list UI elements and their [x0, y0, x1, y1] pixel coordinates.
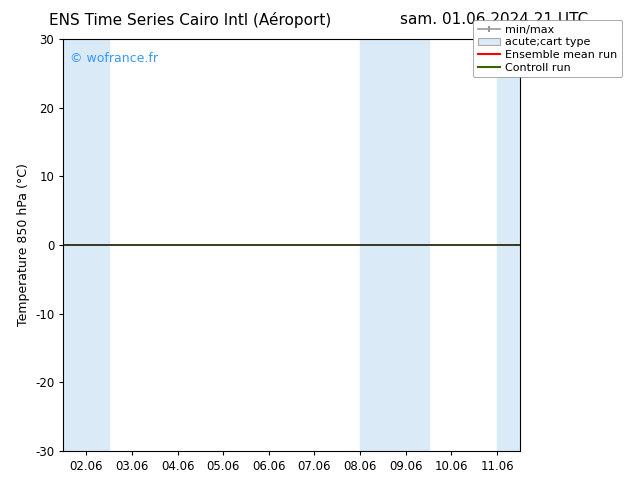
Bar	[497, 39, 566, 451]
Legend: min/max, acute;cart type, Ensemble mean run, Controll run: min/max, acute;cart type, Ensemble mean …	[473, 20, 622, 77]
Bar	[360, 39, 429, 451]
Y-axis label: Temperature 850 hPa (°C): Temperature 850 hPa (°C)	[16, 164, 30, 326]
Text: © wofrance.fr: © wofrance.fr	[70, 51, 158, 65]
Text: sam. 01.06.2024 21 UTC: sam. 01.06.2024 21 UTC	[401, 12, 588, 27]
Text: ENS Time Series Cairo Intl (Aéroport): ENS Time Series Cairo Intl (Aéroport)	[49, 12, 332, 28]
Bar	[63, 39, 109, 451]
